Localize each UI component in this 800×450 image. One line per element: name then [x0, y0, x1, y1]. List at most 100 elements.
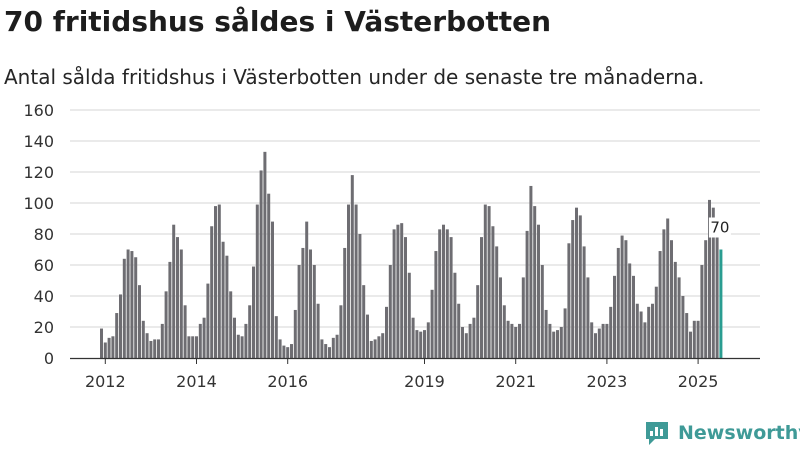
bar	[191, 336, 195, 358]
bar	[654, 286, 658, 358]
bar	[354, 204, 358, 358]
bar	[274, 316, 278, 358]
bar	[537, 224, 540, 358]
bar	[567, 243, 571, 358]
bar	[339, 305, 343, 358]
bar	[613, 275, 616, 358]
bar	[658, 251, 662, 358]
bar	[464, 333, 468, 358]
bar	[293, 309, 297, 358]
bar	[540, 265, 544, 358]
axis-layer	[70, 357, 760, 364]
bar	[248, 305, 252, 358]
bar	[715, 237, 719, 358]
bar	[635, 303, 639, 358]
bar	[700, 265, 704, 358]
bar	[590, 322, 594, 358]
bar	[472, 317, 476, 358]
bar	[149, 340, 153, 358]
x-tick-label: 2016	[267, 372, 308, 391]
bar	[400, 223, 404, 358]
bar	[335, 334, 339, 358]
y-tick-label: 160	[23, 101, 54, 120]
bar	[525, 230, 529, 358]
data-label-background	[708, 217, 731, 238]
bar	[210, 226, 214, 358]
bar	[138, 285, 141, 358]
bar	[480, 237, 483, 358]
bar	[290, 344, 293, 358]
bar	[229, 291, 233, 358]
bar	[426, 322, 430, 358]
page-title: 70 fritidshus såldes i Västerbotten	[4, 5, 552, 38]
bar	[578, 215, 582, 358]
bar	[145, 333, 149, 358]
bar	[111, 336, 115, 358]
bar	[141, 320, 145, 358]
bar	[461, 327, 464, 358]
bar	[685, 313, 689, 358]
bar	[328, 347, 331, 358]
bar	[438, 229, 442, 358]
bar	[221, 241, 225, 358]
bar	[369, 340, 373, 358]
bar	[259, 170, 263, 358]
bar	[502, 305, 506, 358]
bar	[366, 314, 369, 358]
bar	[233, 317, 236, 358]
bar	[183, 305, 187, 358]
bar	[225, 255, 229, 358]
page-subtitle: Antal sålda fritidshus i Västerbotten un…	[4, 65, 705, 89]
bar	[628, 263, 632, 358]
bar	[411, 317, 415, 358]
x-tick-label: 2023	[587, 372, 628, 391]
bar	[529, 185, 533, 358]
bar	[601, 323, 605, 358]
bar	[100, 328, 103, 358]
bar	[434, 251, 438, 358]
bar	[673, 261, 677, 358]
bar	[373, 339, 377, 358]
bar	[252, 266, 255, 358]
bar	[449, 237, 453, 358]
bar	[552, 331, 556, 358]
bar	[430, 289, 434, 358]
bar	[677, 277, 681, 358]
bar	[350, 175, 354, 358]
y-tick-label: 140	[23, 132, 54, 151]
bar	[624, 240, 628, 358]
bar	[195, 336, 198, 358]
bar	[499, 277, 502, 358]
bar	[214, 206, 217, 358]
bar	[396, 224, 400, 358]
bar	[309, 249, 312, 358]
bar	[620, 235, 624, 358]
bar	[263, 151, 267, 358]
bar	[711, 207, 715, 358]
bar	[708, 199, 711, 358]
bar	[343, 247, 347, 358]
bar	[582, 246, 586, 358]
bar	[187, 336, 191, 358]
bar-latest	[719, 249, 723, 358]
bar	[662, 229, 666, 358]
x-tick-label: 2025	[678, 372, 719, 391]
bar	[556, 330, 559, 358]
bar	[385, 306, 388, 358]
bar	[153, 339, 157, 358]
bar	[316, 303, 320, 358]
bar	[491, 226, 495, 358]
bar	[126, 249, 130, 358]
bar	[301, 247, 305, 358]
bar	[157, 339, 160, 358]
bar	[377, 336, 381, 358]
x-tick-label: 2014	[176, 372, 217, 391]
bar	[198, 323, 202, 358]
bar	[282, 345, 286, 358]
bar	[457, 303, 461, 358]
bar	[510, 323, 514, 358]
bar	[134, 257, 138, 358]
bar	[244, 323, 248, 358]
bar-layer	[100, 151, 723, 358]
y-tick-label: 20	[34, 318, 54, 337]
